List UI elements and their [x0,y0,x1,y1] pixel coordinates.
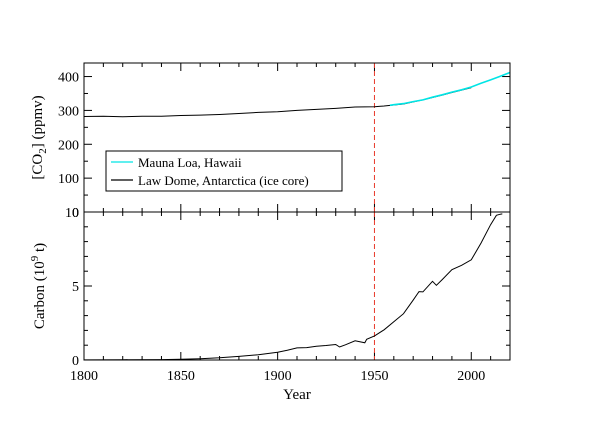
y-tick-label: 300 [58,104,79,119]
y-tick-label: 0 [72,354,79,369]
plot-frame [83,211,511,361]
x-tick-label: 1900 [264,369,292,384]
x-tick-label: 2000 [457,369,485,384]
carbon-panel: 0 5 10 1800 1850 1900 1950 2000 Carbon (109 t) [29,206,511,384]
y-axis-label: Carbon (109 t) [29,243,48,329]
series-line-mauna-loa-hawaii [389,71,511,107]
x-tick-label: 1950 [360,369,388,384]
y-tick-label: 10 [65,206,79,221]
legend-label: Mauna Loa, Hawaii [138,155,242,170]
y-tick-label: 400 [58,71,79,86]
x-tick-label: 1800 [70,369,98,384]
legend-box [105,150,343,192]
series-line [83,213,503,361]
y-tick-label: 100 [58,172,79,187]
x-tick-label: 1850 [167,369,195,384]
x-axis-label: Year [283,387,311,403]
y-tick-label: 5 [72,280,79,295]
y-tick-label: 200 [58,138,79,153]
co2-panel: 0 100 200 300 400 [CO2] (ppmv) Mauna Loa, Hawa… [30,62,511,221]
y-axis-label: [CO2] (ppmv) [30,95,49,179]
legend-label: Law Dome, Antarctica (ice core) [138,173,309,188]
y-tick-label: 0 [72,206,79,221]
